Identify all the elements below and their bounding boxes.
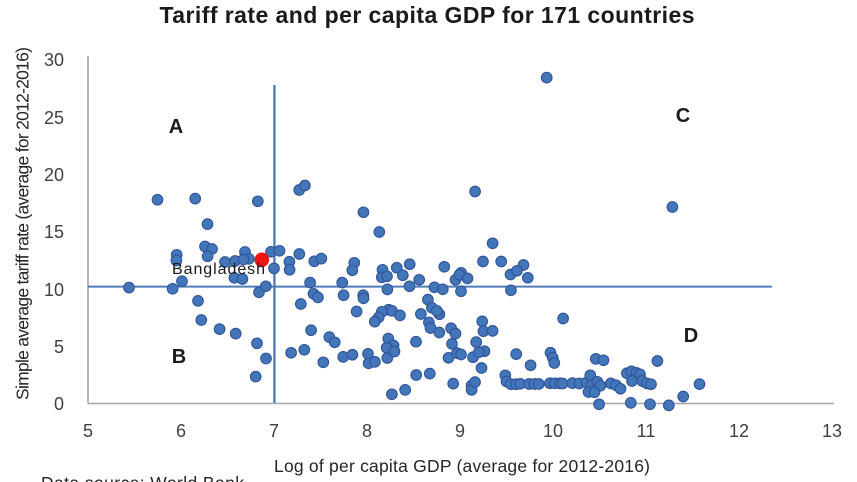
svg-text:Simple average tariff rate (av: Simple average tariff rate (average for … (13, 47, 33, 400)
svg-text:6: 6 (176, 421, 186, 441)
svg-text:5: 5 (83, 421, 93, 441)
svg-text:A: A (169, 116, 183, 138)
svg-text:0: 0 (54, 394, 64, 414)
svg-text:Data source: World Bank: Data source: World Bank (41, 473, 244, 482)
svg-text:13: 13 (822, 421, 842, 441)
svg-text:C: C (676, 105, 690, 127)
svg-text:12: 12 (729, 421, 749, 441)
svg-text:11: 11 (637, 421, 656, 441)
svg-text:10: 10 (543, 421, 563, 441)
svg-text:D: D (684, 325, 698, 347)
svg-text:B: B (172, 346, 186, 368)
svg-text:Tariff rate and per capita GDP: Tariff rate and per capita GDP for 171 c… (160, 2, 695, 28)
svg-text:25: 25 (44, 108, 64, 128)
svg-text:20: 20 (44, 165, 64, 185)
svg-text:Bangladesh: Bangladesh (172, 261, 265, 278)
svg-text:7: 7 (269, 421, 279, 441)
svg-text:30: 30 (44, 50, 64, 70)
svg-text:10: 10 (44, 280, 64, 300)
svg-text:Log of per capita GDP (average: Log of per capita GDP (average for 2012-… (274, 456, 650, 476)
svg-text:15: 15 (44, 222, 64, 242)
svg-text:9: 9 (455, 421, 465, 441)
svg-text:8: 8 (362, 421, 372, 441)
svg-text:5: 5 (54, 337, 64, 357)
